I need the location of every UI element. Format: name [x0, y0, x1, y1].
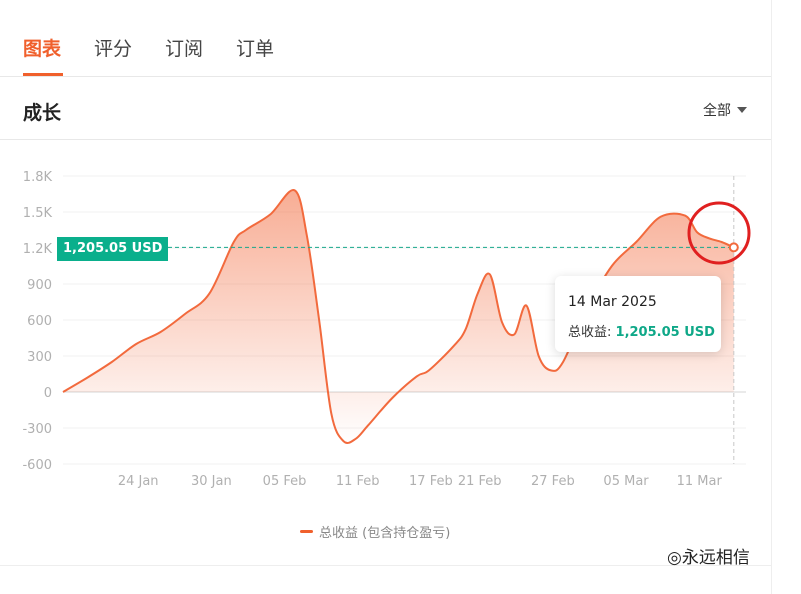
tab-chart[interactable]: 图表 [23, 38, 62, 60]
tooltip-value: 1,205.05 USD [615, 325, 715, 340]
tooltip-row: 总收益: 1,205.05 USD [568, 321, 715, 340]
legend-swatch [300, 530, 313, 533]
series-line [62, 189, 735, 444]
y-tick-label: 600 [27, 314, 52, 329]
tab-subscribe[interactable]: 订阅 [165, 38, 204, 60]
tab-orders[interactable]: 订单 [236, 38, 275, 60]
range-dropdown[interactable]: 全部 [703, 100, 747, 120]
x-tick-label: 11 Mar [677, 474, 723, 489]
tab-bar: 图表 评分 订阅 订单 [0, 0, 771, 77]
x-tick-label: 11 Feb [336, 474, 380, 489]
range-dropdown-label: 全部 [703, 103, 731, 119]
tooltip-label: 总收益: [568, 325, 612, 340]
y-tick-label: 0 [44, 386, 52, 401]
section-title: 成长 [23, 102, 62, 124]
caret-down-icon [737, 107, 747, 113]
y-tick-label: -300 [22, 422, 52, 437]
series-area [63, 189, 734, 444]
x-tick-label: 05 Feb [263, 474, 307, 489]
y-tick-label: 900 [27, 278, 52, 293]
tab-rating[interactable]: 评分 [94, 38, 133, 60]
x-tick-label: 24 Jan [118, 474, 159, 489]
x-tick-label: 27 Feb [531, 474, 575, 489]
chart-panel: 图表 评分 订阅 订单 成长 全部 1.8K 1.5K 1.2K 900 600 300 0… [0, 0, 772, 594]
legend-label: 总收益 (包含持仓盈亏) [319, 526, 451, 541]
active-tab-indicator [23, 73, 63, 76]
x-tick-label: 05 Mar [603, 474, 649, 489]
annotation-circle [687, 201, 751, 265]
highlight-point [728, 242, 739, 253]
x-tick-label: 21 Feb [458, 474, 502, 489]
y-tick-label: 1.2K [23, 242, 53, 257]
y-tick-label: -600 [22, 458, 52, 473]
section-header: 成长 全部 [0, 77, 771, 140]
y-tick-label: 300 [27, 350, 52, 365]
current-value-tag: 1,205.05 USD [57, 237, 169, 261]
x-tick-label: 17 Feb [409, 474, 453, 489]
tooltip-date: 14 Mar 2025 [568, 294, 657, 310]
watermark: ◎永远相信 [667, 548, 750, 568]
divider [0, 565, 771, 566]
x-tick-label: 30 Jan [191, 474, 232, 489]
chart-legend[interactable]: 总收益 (包含持仓盈亏) [300, 522, 450, 541]
growth-chart[interactable]: 1.8K 1.5K 1.2K 900 600 300 0 -300 -600 24 Jan 30 J… [0, 140, 771, 560]
y-tick-label: 1.5K [23, 206, 53, 221]
chart-tooltip: 14 Mar 2025 总收益: 1,205.05 USD [555, 276, 721, 352]
y-tick-label: 1.8K [23, 170, 53, 185]
